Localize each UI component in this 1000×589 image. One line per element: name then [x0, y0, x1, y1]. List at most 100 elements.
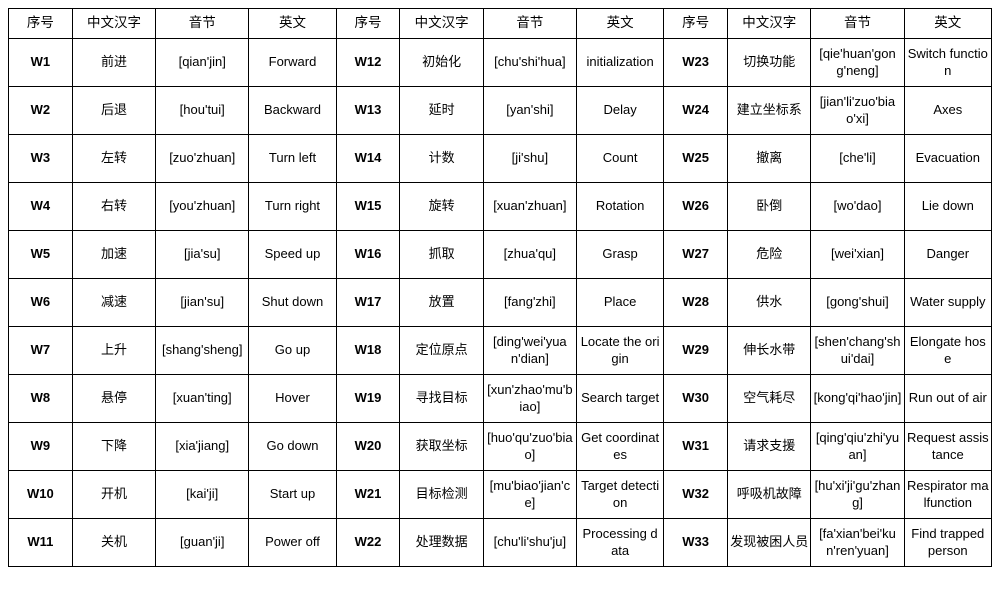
table-row: W7上升[shang'sheng]Go upW18定位原点[ding'wei'y… [9, 327, 992, 375]
cell-hanzi: 请求支援 [728, 423, 811, 471]
cell-pinyin: [guan'ji] [156, 519, 249, 567]
header-row: 序号 中文汉字 音节 英文 序号 中文汉字 音节 英文 序号 中文汉字 音节 英… [9, 9, 992, 39]
col-pinyin: 音节 [156, 9, 249, 39]
cell-seq: W27 [664, 231, 728, 279]
cell-hanzi: 加速 [72, 231, 155, 279]
cell-hanzi: 悬停 [72, 375, 155, 423]
cell-en: Locate the origin [576, 327, 663, 375]
cell-hanzi: 建立坐标系 [728, 87, 811, 135]
cell-hanzi: 发现被困人员 [728, 519, 811, 567]
cell-pinyin: [qing'qiu'zhi'yuan] [811, 423, 904, 471]
col-en: 英文 [904, 9, 991, 39]
cell-pinyin: [qie'huan'gong'neng] [811, 39, 904, 87]
cell-seq: W22 [336, 519, 400, 567]
cell-seq: W2 [9, 87, 73, 135]
cell-seq: W6 [9, 279, 73, 327]
cell-en: initialization [576, 39, 663, 87]
cell-pinyin: [hou'tui] [156, 87, 249, 135]
cell-seq: W15 [336, 183, 400, 231]
table-row: W2后退[hou'tui]BackwardW13延时[yan'shi]Delay… [9, 87, 992, 135]
cell-seq: W7 [9, 327, 73, 375]
cell-seq: W25 [664, 135, 728, 183]
table-row: W6减速[jian'su]Shut downW17放置[fang'zhi]Pla… [9, 279, 992, 327]
cell-hanzi: 减速 [72, 279, 155, 327]
cell-en: Lie down [904, 183, 991, 231]
cell-en: Processing data [576, 519, 663, 567]
cell-hanzi: 计数 [400, 135, 483, 183]
cell-pinyin: [gong'shui] [811, 279, 904, 327]
cell-seq: W13 [336, 87, 400, 135]
cell-hanzi: 抓取 [400, 231, 483, 279]
cell-en: Backward [249, 87, 336, 135]
col-en: 英文 [576, 9, 663, 39]
cell-en: Get coordinates [576, 423, 663, 471]
cell-en: Turn right [249, 183, 336, 231]
cell-seq: W18 [336, 327, 400, 375]
cell-hanzi: 寻找目标 [400, 375, 483, 423]
cell-hanzi: 旋转 [400, 183, 483, 231]
cell-en: Target detection [576, 471, 663, 519]
cell-pinyin: [ding'wei'yuan'dian] [483, 327, 576, 375]
cell-pinyin: [zuo'zhuan] [156, 135, 249, 183]
table-row: W3左转[zuo'zhuan]Turn leftW14计数[ji'shu]Cou… [9, 135, 992, 183]
cell-pinyin: [wei'xian] [811, 231, 904, 279]
col-hanzi: 中文汉字 [400, 9, 483, 39]
cell-pinyin: [chu'shi'hua] [483, 39, 576, 87]
cell-en: Start up [249, 471, 336, 519]
cell-en: Delay [576, 87, 663, 135]
cell-pinyin: [ji'shu] [483, 135, 576, 183]
col-en: 英文 [249, 9, 336, 39]
table-row: W4右转[you'zhuan]Turn rightW15旋转[xuan'zhua… [9, 183, 992, 231]
cell-hanzi: 左转 [72, 135, 155, 183]
cell-hanzi: 右转 [72, 183, 155, 231]
cell-seq: W29 [664, 327, 728, 375]
cell-pinyin: [fang'zhi] [483, 279, 576, 327]
cell-seq: W23 [664, 39, 728, 87]
cell-en: Shut down [249, 279, 336, 327]
cell-seq: W9 [9, 423, 73, 471]
cell-hanzi: 定位原点 [400, 327, 483, 375]
table-body: W1前进[qian'jin]ForwardW12初始化[chu'shi'hua]… [9, 39, 992, 567]
cell-seq: W20 [336, 423, 400, 471]
cell-hanzi: 撤离 [728, 135, 811, 183]
col-hanzi: 中文汉字 [72, 9, 155, 39]
cell-seq: W19 [336, 375, 400, 423]
cell-en: Evacuation [904, 135, 991, 183]
cell-seq: W21 [336, 471, 400, 519]
cell-pinyin: [hu'xi'ji'gu'zhang] [811, 471, 904, 519]
cell-en: Go up [249, 327, 336, 375]
cell-seq: W12 [336, 39, 400, 87]
cell-hanzi: 前进 [72, 39, 155, 87]
cell-en: Axes [904, 87, 991, 135]
col-pinyin: 音节 [483, 9, 576, 39]
cell-hanzi: 卧倒 [728, 183, 811, 231]
cell-seq: W31 [664, 423, 728, 471]
cell-seq: W28 [664, 279, 728, 327]
cell-pinyin: [kai'ji] [156, 471, 249, 519]
cell-en: Danger [904, 231, 991, 279]
cell-en: Turn left [249, 135, 336, 183]
cell-seq: W32 [664, 471, 728, 519]
cell-hanzi: 获取坐标 [400, 423, 483, 471]
cell-hanzi: 目标检测 [400, 471, 483, 519]
vocab-table: 序号 中文汉字 音节 英文 序号 中文汉字 音节 英文 序号 中文汉字 音节 英… [8, 8, 992, 567]
cell-seq: W10 [9, 471, 73, 519]
cell-seq: W17 [336, 279, 400, 327]
cell-hanzi: 空气耗尽 [728, 375, 811, 423]
cell-seq: W33 [664, 519, 728, 567]
table-row: W9下降[xia'jiang]Go downW20获取坐标[huo'qu'zuo… [9, 423, 992, 471]
cell-pinyin: [jian'li'zuo'biao'xi] [811, 87, 904, 135]
cell-hanzi: 呼吸机故障 [728, 471, 811, 519]
cell-hanzi: 关机 [72, 519, 155, 567]
cell-en: Go down [249, 423, 336, 471]
cell-en: Run out of air [904, 375, 991, 423]
cell-seq: W8 [9, 375, 73, 423]
cell-en: Respirator malfunction [904, 471, 991, 519]
table-row: W8悬停[xuan'ting]HoverW19寻找目标[xun'zhao'mu'… [9, 375, 992, 423]
col-seq: 序号 [9, 9, 73, 39]
cell-en: Rotation [576, 183, 663, 231]
cell-seq: W1 [9, 39, 73, 87]
col-hanzi: 中文汉字 [728, 9, 811, 39]
cell-pinyin: [chu'li'shu'ju] [483, 519, 576, 567]
cell-pinyin: [mu'biao'jian'ce] [483, 471, 576, 519]
